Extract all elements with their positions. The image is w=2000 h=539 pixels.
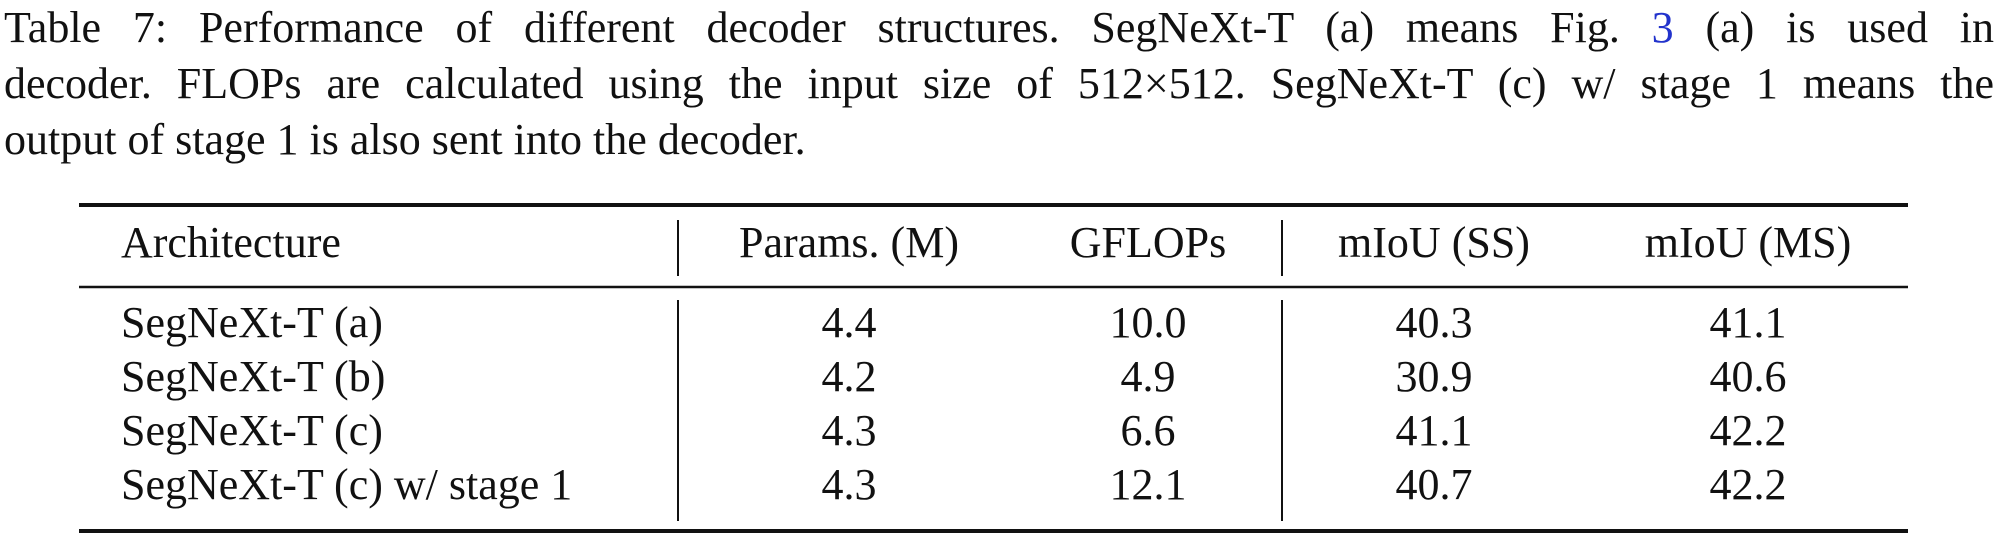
figure-ref[interactable]: 3 [1651,3,1674,52]
cell: SegNeXt-T (c) w/ stage 1 [121,460,572,509]
header-cell: mIoU (SS) [1338,218,1530,267]
cell: 40.3 [1396,298,1473,347]
header-cell: GFLOPs [1070,218,1227,267]
cell: 4.9 [1121,352,1176,401]
cell: 40.7 [1396,460,1473,509]
header-cell: Params. (M) [739,218,959,267]
cell: 12.1 [1110,460,1187,509]
header-cell: mIoU (MS) [1645,218,1852,267]
cell: 4.3 [822,460,877,509]
cell: 30.9 [1396,352,1473,401]
cell: 4.4 [822,298,877,347]
cell: SegNeXt-T (a) [121,298,383,347]
cell: 40.6 [1710,352,1787,401]
caption-line: decoder. FLOPs are calculated using the … [4,59,1994,108]
caption-text: Table 7: Performance of different decode… [4,3,1652,52]
caption-line: Table 7: Performance of different decode… [4,0,1994,56]
cell: 6.6 [1121,406,1176,455]
cell: 42.2 [1710,406,1787,455]
caption-line: output of stage 1 is also sent into the … [4,115,806,164]
cell: 41.1 [1710,298,1787,347]
header-cell: Architecture [121,218,341,267]
cell: 4.2 [822,352,877,401]
cell: 41.1 [1396,406,1473,455]
cell: 42.2 [1710,460,1787,509]
cell: 4.3 [822,406,877,455]
cell: 10.0 [1110,298,1187,347]
caption-text: (a) is used in [1673,3,1994,52]
cell: SegNeXt-T (c) [121,406,383,455]
cell: SegNeXt-T (b) [121,352,385,401]
